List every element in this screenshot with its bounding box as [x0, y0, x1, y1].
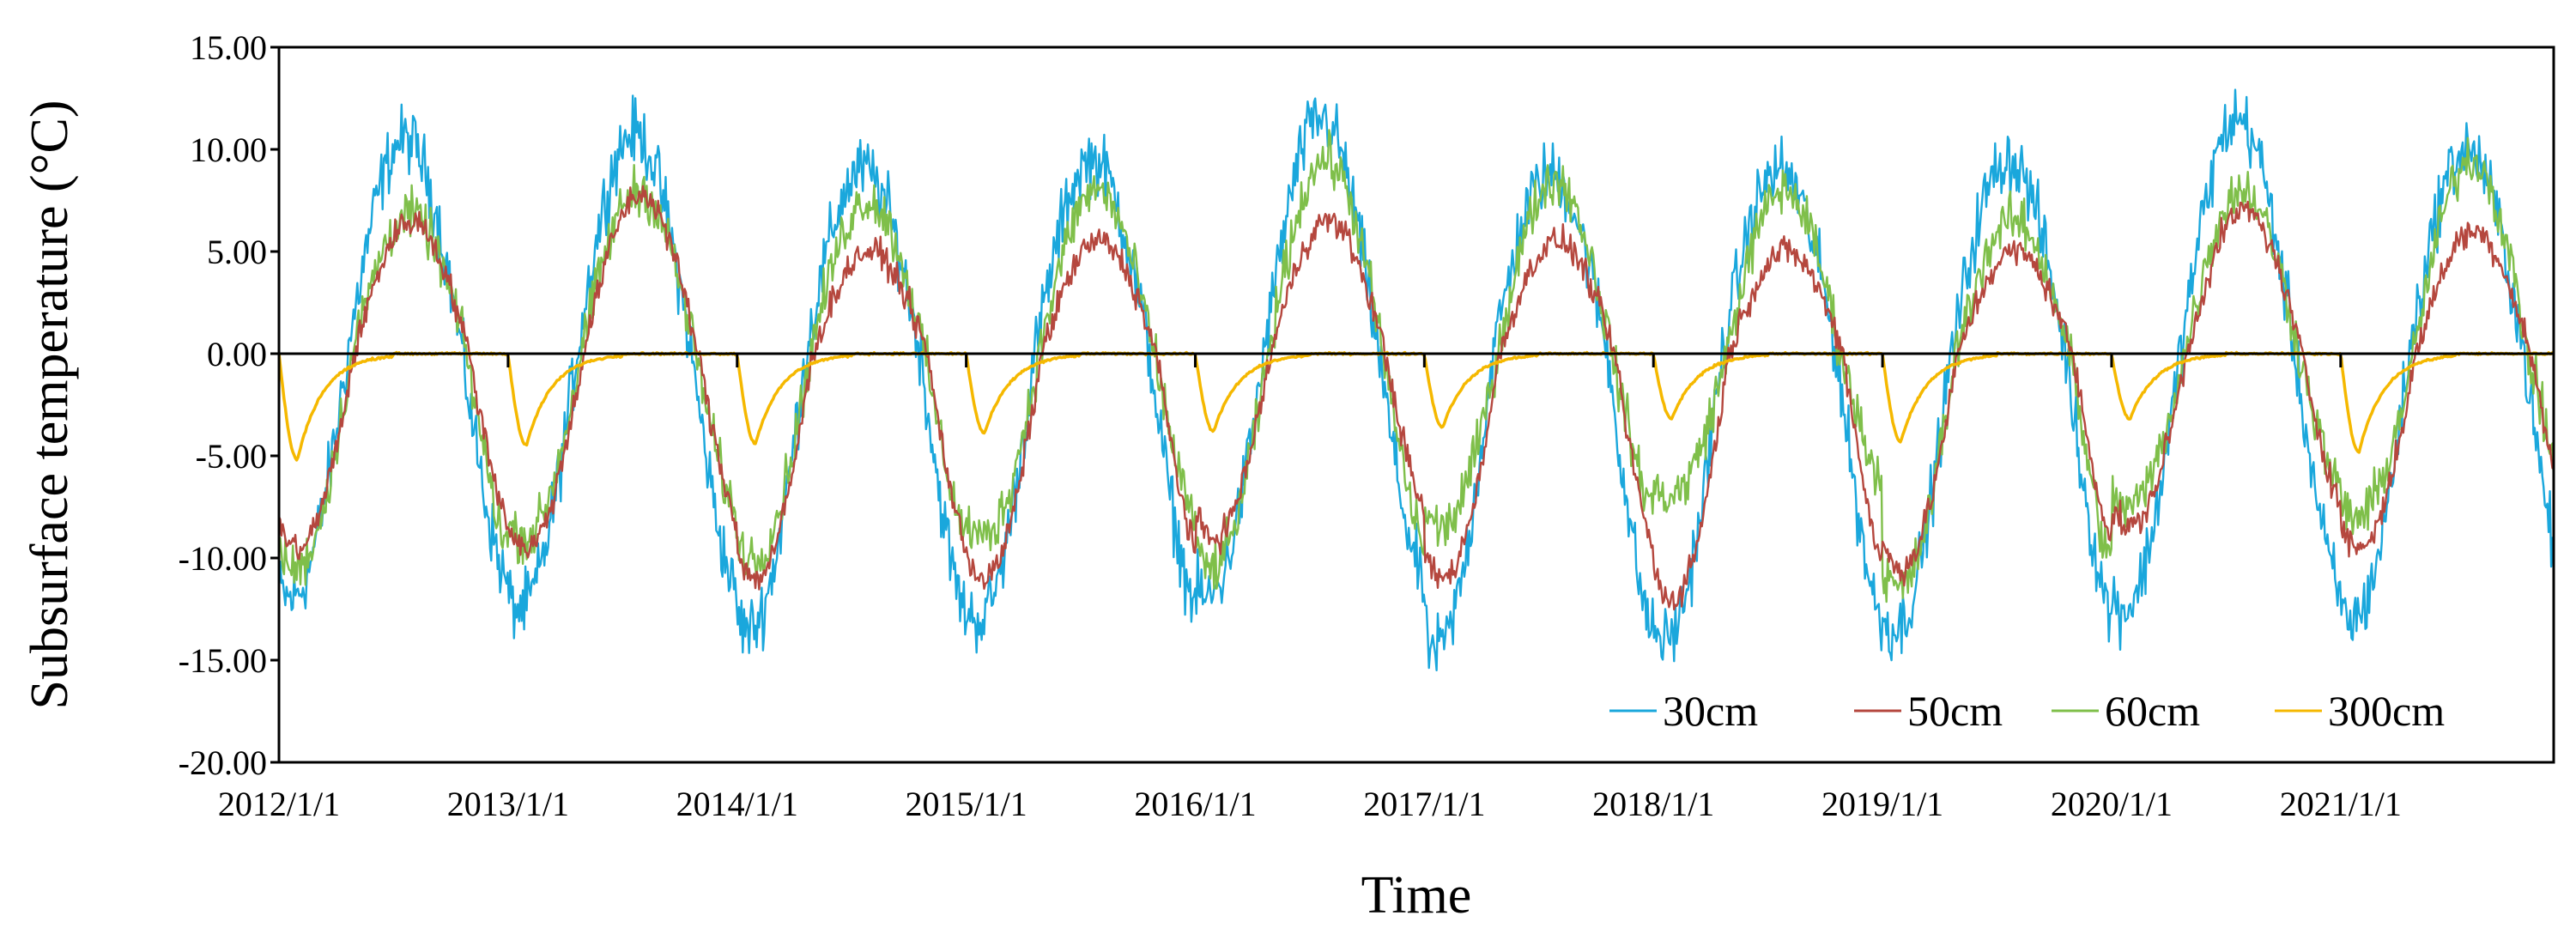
- y-tick-label: 15.00: [190, 28, 267, 67]
- plot-frame: [277, 45, 2555, 764]
- x-tick-label: 2015/1/1: [905, 785, 1027, 823]
- y-tick-label: -15.00: [179, 641, 267, 680]
- y-axis-ticks: 15.00 10.00 5.00 0.00 -5.00 -10.00 -15.00 -20.0…: [179, 28, 279, 782]
- x-tick-label: 2016/1/1: [1134, 785, 1256, 823]
- legend-label-50cm: 50cm: [1907, 687, 2003, 735]
- x-axis-ticks: 2012/1/1 2013/1/1 2014/1/1 2015/1/1 2016/1/1…: [218, 354, 2402, 823]
- x-tick-label: 2014/1/1: [676, 785, 798, 823]
- series-layer: [277, 88, 2555, 671]
- legend: 30cm 50cm 60cm 300cm: [1609, 687, 2445, 735]
- x-tick-label: 2017/1/1: [1363, 785, 1485, 823]
- y-tick-label: -10.00: [179, 539, 267, 578]
- x-tick-label: 2013/1/1: [447, 785, 569, 823]
- y-tick-label: -20.00: [179, 743, 267, 782]
- series-line-300cm: [277, 350, 2555, 462]
- series-line-60cm: [277, 129, 2555, 603]
- x-tick-label: 2020/1/1: [2051, 785, 2173, 823]
- y-tick-label: 0.00: [207, 335, 267, 373]
- series-line-30cm: [277, 88, 2555, 671]
- y-axis-title: Subsurface temperature (°C): [21, 100, 79, 710]
- x-tick-label: 2018/1/1: [1592, 785, 1714, 823]
- y-tick-label: 5.00: [207, 233, 267, 271]
- legend-label-30cm: 30cm: [1663, 687, 1758, 735]
- x-tick-label: 2019/1/1: [1821, 785, 1943, 823]
- x-tick-label: 2021/1/1: [2280, 785, 2402, 823]
- legend-label-60cm: 60cm: [2105, 687, 2200, 735]
- y-tick-label: 10.00: [190, 130, 267, 169]
- legend-label-300cm: 300cm: [2328, 687, 2445, 735]
- x-tick-label: 2012/1/1: [218, 785, 340, 823]
- series-line-50cm: [277, 185, 2555, 611]
- y-tick-label: -5.00: [196, 437, 267, 476]
- x-axis-title: Time: [1361, 866, 1472, 925]
